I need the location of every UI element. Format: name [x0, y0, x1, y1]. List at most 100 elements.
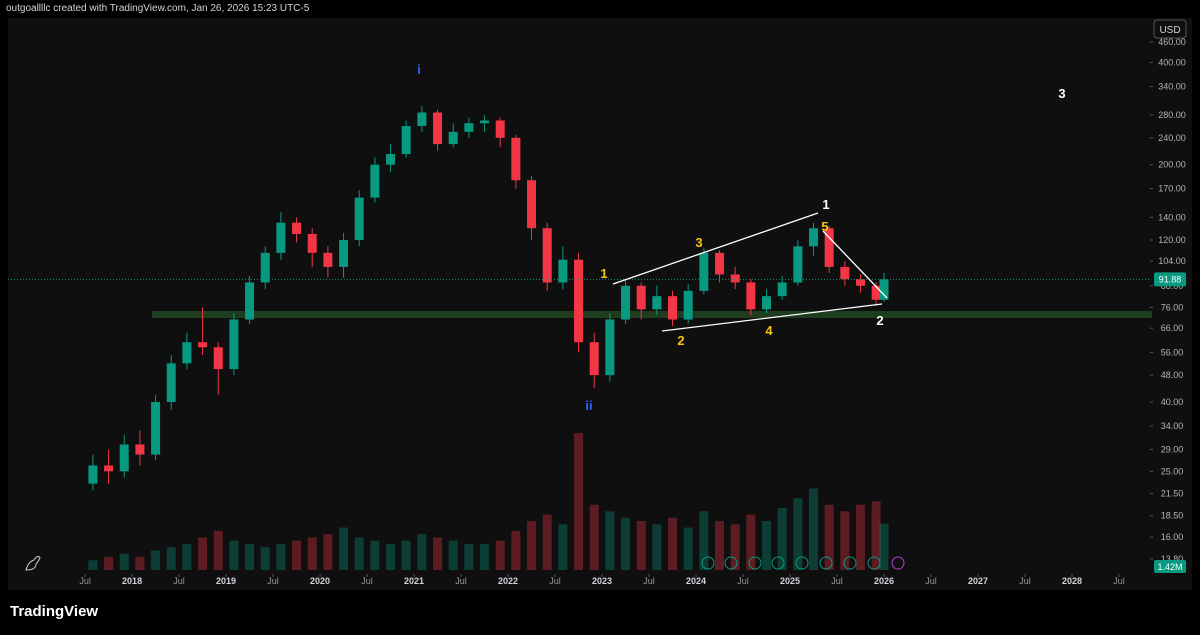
volume-bar	[448, 540, 458, 570]
volume-bar	[417, 534, 427, 570]
candle-body	[542, 228, 552, 283]
wave-label: 1	[600, 266, 607, 281]
x-tick-label: Jul	[267, 576, 279, 586]
header: outgoallllc created with TradingView.com…	[6, 3, 310, 14]
x-tick-label: 2020	[310, 576, 330, 586]
candle-body	[166, 363, 176, 403]
candle-body	[151, 402, 161, 455]
candle-body	[809, 228, 819, 247]
x-tick-label: Jul	[79, 576, 91, 586]
volume-bar	[730, 524, 740, 570]
x-tick-label: 2024	[686, 576, 706, 586]
candle-body	[292, 222, 302, 235]
candle-body	[386, 154, 396, 165]
volume-bar	[511, 530, 521, 570]
candle-body	[323, 252, 333, 267]
trendline	[612, 212, 819, 285]
x-tick-label: Jul	[925, 576, 937, 586]
volume-bar	[856, 504, 866, 570]
volume-bar	[621, 517, 631, 570]
volume-bar	[339, 527, 349, 570]
volume-bar	[323, 534, 333, 570]
volume-bar	[386, 543, 396, 570]
wave-label: 1	[822, 197, 829, 212]
candle-body	[574, 259, 584, 343]
x-tick-label: Jul	[455, 576, 467, 586]
volume-bar	[151, 550, 161, 570]
candle-body	[668, 296, 678, 320]
earnings-badge	[795, 556, 809, 570]
x-tick-label: Jul	[643, 576, 655, 586]
volume-bar	[370, 540, 380, 570]
volume-bar	[229, 540, 239, 570]
volume-bar	[574, 433, 584, 570]
candle-body	[589, 342, 599, 376]
y-tick-label: 120.00	[1158, 235, 1186, 245]
volume-bar	[793, 498, 803, 570]
currency[interactable]: USD	[1159, 25, 1180, 36]
candle-body	[417, 112, 427, 127]
volume-bar	[746, 514, 756, 570]
candle-body	[213, 347, 223, 370]
volume-bar	[198, 537, 208, 570]
candle-body	[182, 342, 192, 364]
x-tick-label: 2026	[874, 576, 894, 586]
x-tick-label: Jul	[361, 576, 373, 586]
y-tick-label: 40.00	[1161, 397, 1184, 407]
candle-body	[433, 112, 443, 145]
candle-body	[198, 342, 208, 348]
candle-body	[370, 164, 380, 198]
y-tick-label: 34.00	[1161, 421, 1184, 431]
volume-bar	[245, 543, 255, 570]
candle-body	[824, 228, 834, 267]
earnings-badge	[748, 556, 762, 570]
currency-button[interactable]	[1153, 19, 1187, 39]
wave-label: i	[417, 62, 421, 77]
x-tick-label: Jul	[173, 576, 185, 586]
volume-bar	[433, 537, 443, 570]
wave-label: 5	[821, 219, 828, 234]
wave-label: ii	[585, 398, 592, 413]
x-tick-label: 2019	[216, 576, 236, 586]
x-tick-label: Jul	[1019, 576, 1031, 586]
candle-body	[245, 282, 255, 320]
candle-body	[621, 285, 631, 320]
last-price-label: 91.88	[1159, 274, 1182, 284]
candle-body	[605, 319, 615, 376]
y-tick-label: 104.00	[1158, 256, 1186, 266]
candle-body	[715, 252, 725, 275]
plot: 13.80 16.00 18.50 21.50 25.00 29.00 34.00 40.00…	[8, 37, 1186, 586]
candle-body	[840, 266, 850, 280]
y-tick-label: 21.50	[1161, 489, 1184, 499]
y-tick-label: 140.00	[1158, 212, 1186, 222]
y-tick-label: 48.00	[1161, 370, 1184, 380]
support-zone	[152, 311, 1152, 318]
y-tick-label: 66.00	[1161, 323, 1184, 333]
candle-body	[511, 137, 521, 181]
volume-bar	[715, 521, 725, 570]
wave-label: 2	[876, 313, 883, 328]
candle-body	[119, 444, 129, 472]
volume-bar	[777, 508, 787, 570]
y-tick-label: 200.00	[1158, 160, 1186, 170]
earnings-badge	[843, 556, 857, 570]
candle-body	[762, 296, 772, 310]
candle-body	[276, 222, 286, 253]
x-tick-label: 2028	[1062, 576, 1082, 586]
volume-bar	[464, 543, 474, 570]
x-tick-label: 2022	[498, 576, 518, 586]
earnings-badge	[819, 556, 833, 570]
volume-bar	[401, 540, 411, 570]
candle-body	[495, 120, 505, 138]
candle-body	[464, 123, 474, 132]
trendlines	[612, 212, 888, 332]
y-tick-label: 18.50	[1161, 511, 1184, 521]
trendline	[822, 230, 888, 299]
volume-bar	[542, 514, 552, 570]
logo-icon	[25, 555, 41, 571]
candle-body	[260, 252, 270, 283]
x-tick-label: 2025	[780, 576, 800, 586]
y-tick-label: 460.00	[1158, 37, 1186, 47]
